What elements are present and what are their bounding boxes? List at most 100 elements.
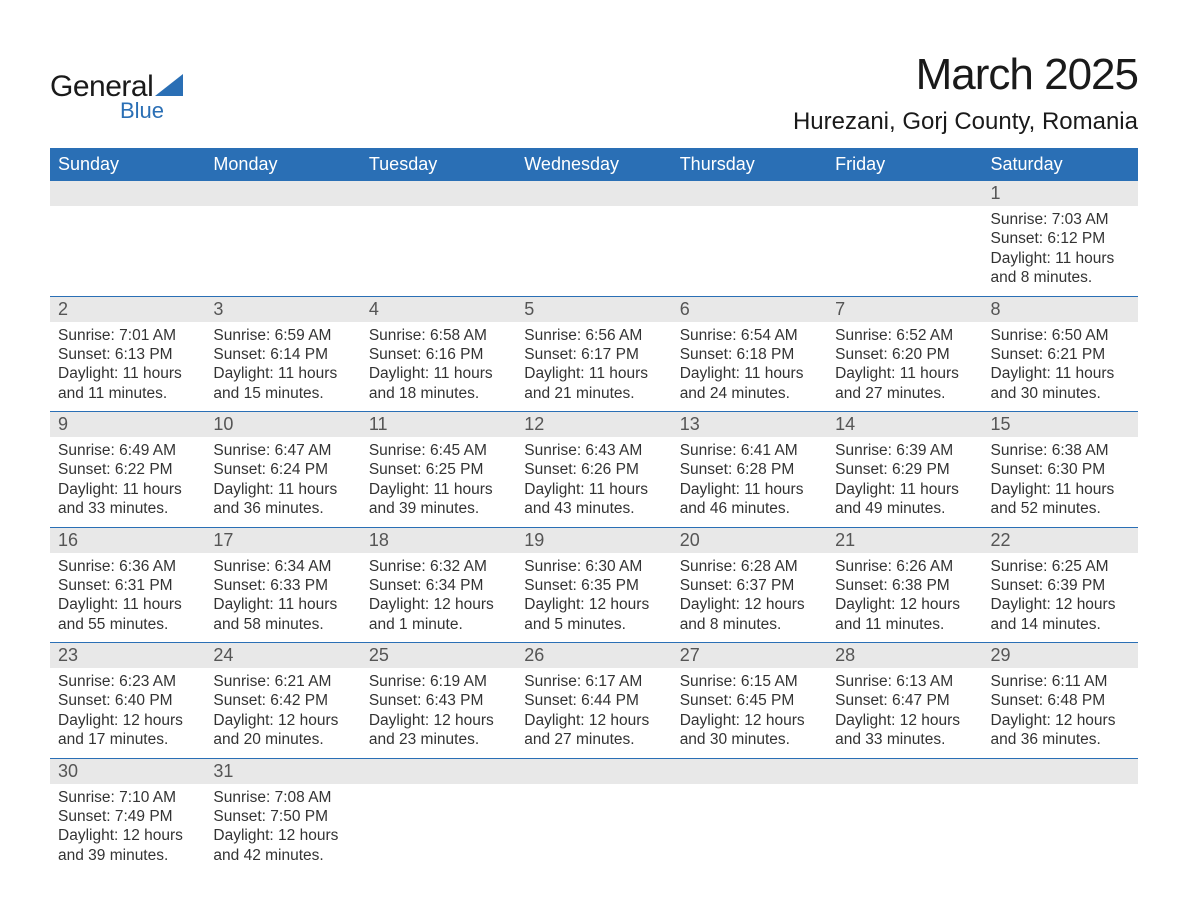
day-details: Sunrise: 6:41 AMSunset: 6:28 PMDaylight:… [672,437,827,527]
daylight-line: Daylight: 12 hours and 14 minutes. [991,595,1130,634]
day-number [827,181,982,206]
day-details: Sunrise: 6:32 AMSunset: 6:34 PMDaylight:… [361,553,516,643]
sunset-line: Sunset: 6:29 PM [835,460,974,479]
sunrise-line: Sunrise: 6:19 AM [369,672,508,691]
daylight-line: Daylight: 12 hours and 11 minutes. [835,595,974,634]
logo: General Blue [50,70,183,124]
sunrise-line: Sunrise: 6:15 AM [680,672,819,691]
sunrise-line: Sunrise: 6:59 AM [213,326,352,345]
daylight-line: Daylight: 11 hours and 58 minutes. [213,595,352,634]
sunset-line: Sunset: 6:21 PM [991,345,1130,364]
daylight-line: Daylight: 11 hours and 18 minutes. [369,364,508,403]
sunrise-line: Sunrise: 6:13 AM [835,672,974,691]
calendar-cell: 11Sunrise: 6:45 AMSunset: 6:25 PMDayligh… [361,412,516,528]
day-details: Sunrise: 6:56 AMSunset: 6:17 PMDaylight:… [516,322,671,412]
day-details [672,784,827,804]
day-number: 4 [361,297,516,322]
day-details: Sunrise: 6:59 AMSunset: 6:14 PMDaylight:… [205,322,360,412]
day-number: 23 [50,643,205,668]
day-details [827,784,982,804]
sunset-line: Sunset: 7:49 PM [58,807,197,826]
day-details [672,206,827,226]
day-number: 29 [983,643,1138,668]
day-number: 18 [361,528,516,553]
sunrise-line: Sunrise: 6:23 AM [58,672,197,691]
sunset-line: Sunset: 6:48 PM [991,691,1130,710]
weekday-header: Thursday [672,148,827,181]
calendar-cell [50,181,205,296]
day-details: Sunrise: 6:58 AMSunset: 6:16 PMDaylight:… [361,322,516,412]
sunset-line: Sunset: 6:43 PM [369,691,508,710]
calendar-cell: 23Sunrise: 6:23 AMSunset: 6:40 PMDayligh… [50,643,205,759]
day-number: 10 [205,412,360,437]
daylight-line: Daylight: 11 hours and 8 minutes. [991,249,1130,288]
day-number: 21 [827,528,982,553]
sunrise-line: Sunrise: 6:26 AM [835,557,974,576]
sunset-line: Sunset: 6:45 PM [680,691,819,710]
sunset-line: Sunset: 6:44 PM [524,691,663,710]
daylight-line: Daylight: 11 hours and 33 minutes. [58,480,197,519]
calendar-cell: 6Sunrise: 6:54 AMSunset: 6:18 PMDaylight… [672,296,827,412]
daylight-line: Daylight: 12 hours and 27 minutes. [524,711,663,750]
daylight-line: Daylight: 11 hours and 43 minutes. [524,480,663,519]
calendar-cell [516,758,671,873]
calendar-cell: 14Sunrise: 6:39 AMSunset: 6:29 PMDayligh… [827,412,982,528]
daylight-line: Daylight: 12 hours and 17 minutes. [58,711,197,750]
day-details: Sunrise: 6:52 AMSunset: 6:20 PMDaylight:… [827,322,982,412]
calendar-cell [983,758,1138,873]
daylight-line: Daylight: 11 hours and 15 minutes. [213,364,352,403]
day-number: 1 [983,181,1138,206]
daylight-line: Daylight: 11 hours and 52 minutes. [991,480,1130,519]
day-details: Sunrise: 7:01 AMSunset: 6:13 PMDaylight:… [50,322,205,412]
title-block: March 2025 Hurezani, Gorj County, Romani… [793,50,1138,136]
sunrise-line: Sunrise: 6:47 AM [213,441,352,460]
sunrise-line: Sunrise: 6:28 AM [680,557,819,576]
sunrise-line: Sunrise: 6:45 AM [369,441,508,460]
day-number: 15 [983,412,1138,437]
day-details: Sunrise: 6:26 AMSunset: 6:38 PMDaylight:… [827,553,982,643]
weekday-header: Monday [205,148,360,181]
calendar-body: 1Sunrise: 7:03 AMSunset: 6:12 PMDaylight… [50,181,1138,873]
logo-wedge-icon [155,74,183,101]
sunset-line: Sunset: 6:42 PM [213,691,352,710]
day-number: 8 [983,297,1138,322]
day-details: Sunrise: 6:39 AMSunset: 6:29 PMDaylight:… [827,437,982,527]
daylight-line: Daylight: 12 hours and 1 minute. [369,595,508,634]
sunset-line: Sunset: 6:34 PM [369,576,508,595]
logo-text-blue: Blue [120,98,164,124]
day-details [516,206,671,226]
calendar-cell: 30Sunrise: 7:10 AMSunset: 7:49 PMDayligh… [50,758,205,873]
calendar-week-row: 16Sunrise: 6:36 AMSunset: 6:31 PMDayligh… [50,527,1138,643]
daylight-line: Daylight: 11 hours and 21 minutes. [524,364,663,403]
calendar-cell: 21Sunrise: 6:26 AMSunset: 6:38 PMDayligh… [827,527,982,643]
sunrise-line: Sunrise: 6:30 AM [524,557,663,576]
sunset-line: Sunset: 6:28 PM [680,460,819,479]
daylight-line: Daylight: 11 hours and 11 minutes. [58,364,197,403]
calendar-cell: 25Sunrise: 6:19 AMSunset: 6:43 PMDayligh… [361,643,516,759]
sunset-line: Sunset: 6:37 PM [680,576,819,595]
day-details: Sunrise: 6:17 AMSunset: 6:44 PMDaylight:… [516,668,671,758]
calendar-cell: 24Sunrise: 6:21 AMSunset: 6:42 PMDayligh… [205,643,360,759]
calendar-cell [361,758,516,873]
day-details [983,784,1138,804]
day-number: 9 [50,412,205,437]
day-number [983,759,1138,784]
page-header: General Blue March 2025 Hurezani, Gorj C… [50,50,1138,136]
day-details: Sunrise: 6:19 AMSunset: 6:43 PMDaylight:… [361,668,516,758]
day-details: Sunrise: 6:43 AMSunset: 6:26 PMDaylight:… [516,437,671,527]
day-number: 16 [50,528,205,553]
calendar-cell: 18Sunrise: 6:32 AMSunset: 6:34 PMDayligh… [361,527,516,643]
day-number [205,181,360,206]
day-details [516,784,671,804]
calendar-cell: 12Sunrise: 6:43 AMSunset: 6:26 PMDayligh… [516,412,671,528]
calendar-cell: 17Sunrise: 6:34 AMSunset: 6:33 PMDayligh… [205,527,360,643]
calendar-week-row: 1Sunrise: 7:03 AMSunset: 6:12 PMDaylight… [50,181,1138,296]
sunrise-line: Sunrise: 6:41 AM [680,441,819,460]
day-number: 14 [827,412,982,437]
daylight-line: Daylight: 11 hours and 55 minutes. [58,595,197,634]
day-details: Sunrise: 7:10 AMSunset: 7:49 PMDaylight:… [50,784,205,874]
day-details: Sunrise: 6:50 AMSunset: 6:21 PMDaylight:… [983,322,1138,412]
sunrise-line: Sunrise: 6:52 AM [835,326,974,345]
sunrise-line: Sunrise: 6:34 AM [213,557,352,576]
sunrise-line: Sunrise: 6:58 AM [369,326,508,345]
